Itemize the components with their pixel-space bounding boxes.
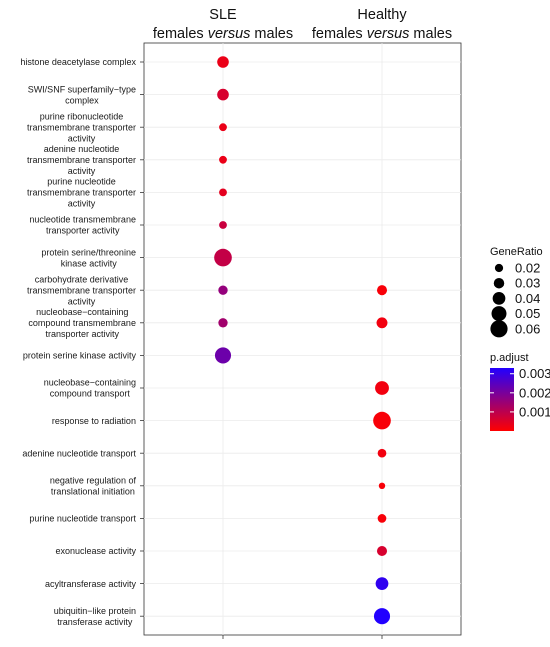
column-headers: SLE females versus males Healthy females…	[153, 7, 452, 42]
column-header-healthy-line1: Healthy	[357, 7, 407, 23]
term-label: negative regulation of translational init…	[50, 476, 137, 497]
generatio-legend-key	[493, 277, 505, 289]
padjust-legend: p.adjust 0.003 0.002 0.001	[490, 352, 550, 431]
generatio-legend-key	[494, 263, 504, 273]
term-label: response to radiation	[52, 416, 136, 426]
term-label: nucleobase−containing compound transport	[44, 378, 136, 399]
term-label: adenine nucleotide transport	[22, 448, 136, 458]
term-label: purine ribonucleotide transmembrane trans…	[27, 111, 136, 143]
data-point	[217, 56, 229, 68]
term-label: purine nucleotide transport	[29, 514, 136, 524]
data-point	[375, 381, 389, 395]
data-point	[219, 123, 227, 132]
term-label: adenine nucleotide transmembrane transpor…	[27, 144, 136, 176]
generatio-legend-key	[491, 306, 507, 322]
data-point	[217, 88, 229, 101]
data-point	[376, 317, 388, 329]
padjust-legend-label: 0.001	[519, 404, 550, 419]
data-point	[219, 221, 227, 229]
term-label: purine nucleotide transmembrane transport…	[27, 177, 136, 209]
generatio-legend: GeneRatio 0.020.030.040.050.06	[490, 246, 543, 338]
term-label: carbohydrate derivative transmembrane tra…	[27, 274, 136, 306]
generatio-legend-label: 0.02	[515, 261, 540, 276]
generatio-legend-label: 0.05	[515, 306, 540, 321]
term-label: protein serine kinase activity	[23, 351, 137, 361]
column-header-sle-line2: females versus males	[153, 26, 293, 42]
padjust-legend-title: p.adjust	[490, 352, 529, 364]
term-label: nucleobase−containing compound transmembr…	[28, 307, 136, 339]
data-point	[376, 545, 388, 557]
generatio-legend-label: 0.04	[515, 291, 540, 306]
term-label: ubiquitin−like protein transferase activi…	[54, 606, 136, 627]
generatio-legend-title: GeneRatio	[490, 246, 543, 258]
padjust-legend-label: 0.003	[519, 366, 550, 381]
term-labels: histone deacetylase complex SWI/SNF super…	[20, 57, 136, 627]
term-label: exonuclease activity	[56, 546, 137, 556]
data-point	[376, 285, 388, 296]
term-label: nucleotide transmembrane transporter acti…	[29, 215, 136, 236]
data-point	[219, 188, 227, 197]
term-label: SWI/SNF superfamily−type complex	[28, 84, 136, 105]
generatio-legend-key	[492, 292, 506, 305]
term-label: histone deacetylase complex	[20, 57, 136, 67]
data-point	[214, 248, 232, 267]
data-point	[214, 347, 232, 364]
data-point	[377, 448, 387, 458]
term-label: acyltransferase activity	[45, 579, 137, 589]
data-points	[214, 56, 391, 625]
generatio-legend-label: 0.03	[515, 276, 540, 291]
column-header-sle-line1: SLE	[209, 7, 237, 23]
data-point	[218, 285, 228, 295]
data-point	[218, 318, 228, 328]
column-header-healthy-line2: females versus males	[312, 26, 452, 42]
data-point	[377, 514, 387, 523]
generatio-legend-label: 0.06	[515, 321, 540, 336]
data-point	[378, 482, 386, 490]
grid-lines	[140, 43, 461, 639]
generatio-legend-key	[490, 320, 508, 338]
term-label: protein serine/threonine kinase activity	[41, 247, 136, 268]
data-point	[375, 577, 389, 590]
plot-panel	[143, 42, 462, 636]
data-point	[219, 155, 227, 164]
data-point	[373, 411, 391, 430]
padjust-colorbar	[490, 368, 514, 431]
data-point	[373, 608, 391, 625]
padjust-legend-label: 0.002	[519, 385, 550, 400]
